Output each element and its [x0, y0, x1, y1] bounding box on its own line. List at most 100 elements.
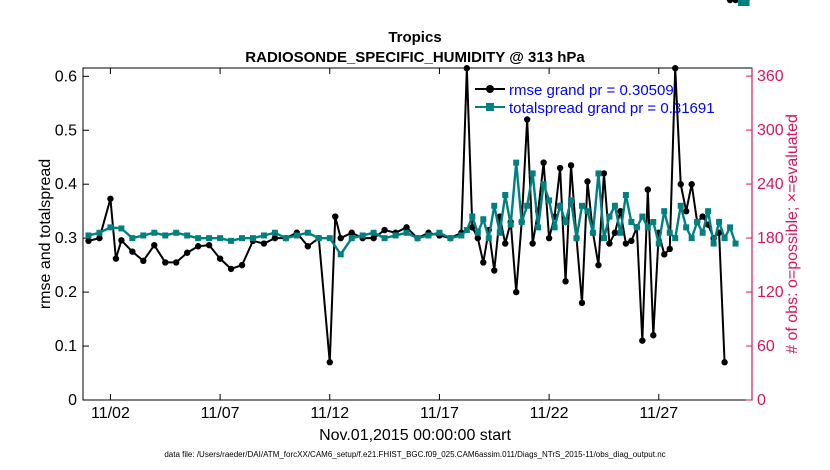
spread-point — [436, 229, 443, 236]
plot-area — [82, 67, 753, 401]
rmse-point — [699, 213, 706, 220]
rmse-point — [545, 234, 553, 242]
spread-point — [151, 229, 158, 236]
spread-point — [628, 218, 635, 225]
rmse-point — [469, 224, 476, 231]
rmse-point — [721, 359, 728, 366]
spread-point — [425, 232, 432, 239]
rmse-point — [381, 226, 388, 234]
rmse-point — [600, 170, 608, 177]
spread-point — [524, 202, 531, 209]
rmse-point — [529, 240, 536, 247]
rmse-point — [173, 259, 180, 266]
spread-point — [655, 240, 662, 247]
rmse-point — [732, 0, 739, 4]
rmse-point — [332, 213, 339, 220]
spread-point — [529, 170, 536, 177]
spread-point — [573, 235, 580, 242]
spread-point — [513, 159, 520, 166]
rmse-point — [403, 224, 410, 231]
spread-point — [518, 218, 525, 225]
chart-subtitle: RADIOSONDE_SPECIFIC_HUMIDITY @ 313 hPa — [245, 49, 585, 66]
y2-axis-label: # of obs: o=possible; ×=evaluated — [784, 114, 801, 354]
spread-point — [688, 235, 695, 242]
spread-point — [414, 235, 421, 242]
spread-point — [491, 202, 498, 209]
rmse-point — [348, 229, 355, 236]
rmse-point — [227, 265, 235, 273]
spread-point — [337, 251, 344, 258]
spread-point — [639, 213, 646, 220]
spread-point — [403, 229, 410, 236]
spread-point — [600, 235, 607, 242]
legend-text-spread: totalspread grand pr = 0.31691 — [509, 100, 715, 117]
spread-point — [502, 191, 509, 198]
spread-point — [672, 235, 679, 242]
spread-point — [611, 202, 618, 209]
spread-point — [469, 213, 476, 220]
rmse-point — [107, 195, 114, 202]
spread-point — [738, 0, 745, 6]
rmse-point — [688, 181, 695, 188]
spread-point — [195, 235, 202, 242]
rmse-point — [562, 278, 569, 285]
spread-point — [162, 232, 169, 239]
spread-point — [694, 218, 701, 225]
y2-tick-label: 240 — [757, 176, 784, 193]
y2-tick-label: 0 — [757, 392, 766, 409]
spread-point — [370, 229, 377, 236]
rmse-point — [606, 240, 613, 247]
legend: rmse grand pr = 0.30509 totalspread gran… — [475, 82, 715, 117]
rmse-point — [540, 159, 547, 166]
spread-point — [326, 235, 333, 242]
x-tick-label: 11/22 — [530, 405, 569, 422]
rmse-point — [260, 240, 268, 247]
spread-point — [644, 224, 651, 231]
spread-point — [85, 232, 92, 239]
rmse-point — [611, 229, 619, 236]
spread-point — [173, 229, 180, 236]
rmse-point — [584, 178, 591, 185]
rmse-point — [523, 116, 531, 123]
spread-point — [480, 216, 487, 223]
spread-point — [579, 202, 586, 209]
y-tick-label: 0 — [68, 392, 77, 409]
x-tick-label: 11/02 — [91, 405, 130, 422]
spread-point — [315, 235, 322, 242]
rmse-point — [162, 259, 169, 266]
rmse-point — [183, 249, 191, 256]
x-tick-label: 11/17 — [420, 405, 459, 422]
spread-point — [710, 240, 717, 247]
spread-point — [650, 218, 657, 225]
y-tick-label: 0.1 — [55, 338, 77, 355]
spread-point — [595, 170, 602, 177]
spread-point — [743, 0, 750, 6]
rmse-point — [205, 241, 213, 249]
spread-point — [381, 235, 388, 242]
spread-point — [485, 235, 492, 242]
spread-point — [359, 232, 366, 239]
spread-point — [727, 224, 734, 231]
spread-point — [705, 208, 712, 215]
spread-point — [540, 181, 547, 188]
spread-point — [661, 208, 668, 215]
rmse-point — [304, 243, 312, 250]
spread-point — [392, 232, 399, 239]
spread-point — [507, 221, 514, 228]
rmse-point — [556, 164, 564, 172]
spread-point — [568, 197, 575, 204]
rmse-point — [726, 0, 734, 4]
x-tick-label: 11/12 — [310, 405, 349, 422]
rmse-point — [622, 240, 630, 247]
rmse-point — [140, 257, 147, 265]
chart-title: Tropics — [388, 29, 441, 46]
spread-point — [633, 224, 640, 231]
spread-point — [249, 235, 256, 242]
rmse-point — [85, 237, 92, 245]
rmse-point — [129, 248, 136, 255]
footnote: data file: /Users/raeder/DAI/ATM_forcXX/… — [164, 450, 665, 459]
spread-point — [732, 240, 739, 247]
spread-point — [677, 202, 684, 209]
